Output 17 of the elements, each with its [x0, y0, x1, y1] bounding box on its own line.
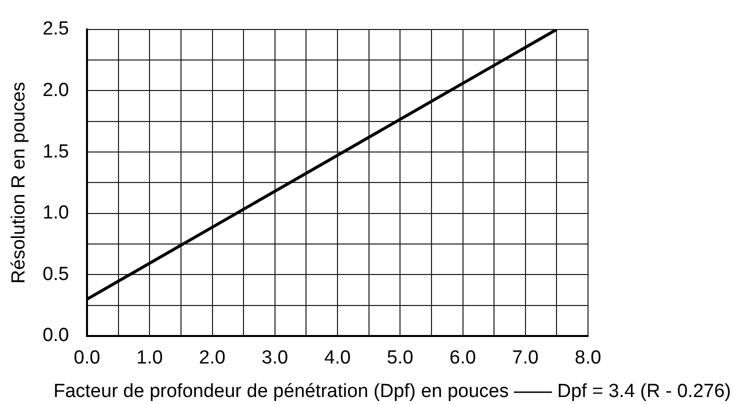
x-tick-label: 3.0 — [262, 348, 288, 369]
x-tick-label: 5.0 — [386, 348, 414, 369]
x-tick-label: 0.0 — [74, 348, 100, 369]
y-tick-label: 2.5 — [42, 18, 69, 40]
y-tick-label: 2.0 — [42, 80, 69, 101]
x-tick-label: 6.0 — [450, 348, 476, 369]
x-tick-label: 8.0 — [574, 348, 602, 369]
y-tick-label: 1.5 — [42, 141, 69, 162]
y-axis-title: Résolution R en pouces — [8, 82, 30, 284]
y-tick-label: 1.0 — [42, 202, 69, 224]
x-tick-label: 2.0 — [199, 348, 226, 369]
x-tick-label: 1.0 — [136, 348, 163, 369]
y-tick-label: 0.0 — [42, 325, 69, 346]
y-tick-label: 0.5 — [42, 264, 69, 285]
x-axis-title: Facteur de profondeur de pénétration (Dpf) en pouces —— Dpf = 3.4 (R - 0.276) — [53, 381, 731, 402]
x-tick-label: 4.0 — [324, 348, 351, 369]
x-tick-label: 7.0 — [512, 348, 539, 369]
